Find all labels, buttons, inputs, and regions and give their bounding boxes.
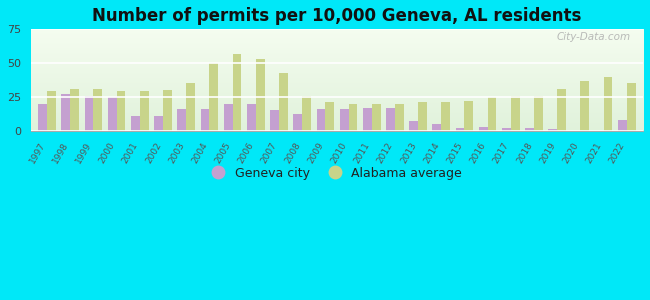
Bar <box>255 59 265 131</box>
Bar <box>116 92 125 131</box>
Bar <box>224 104 233 131</box>
Bar <box>557 89 566 131</box>
Bar <box>534 95 543 131</box>
Bar <box>549 129 557 131</box>
Bar <box>618 120 627 131</box>
Bar <box>47 92 56 131</box>
Bar <box>456 128 465 131</box>
Bar <box>511 95 520 131</box>
Bar <box>488 97 497 131</box>
Bar <box>154 116 163 131</box>
Bar <box>108 97 116 131</box>
Bar <box>363 108 372 131</box>
Bar <box>163 90 172 131</box>
Bar <box>386 108 395 131</box>
Bar <box>279 73 288 131</box>
Bar <box>94 89 102 131</box>
Text: City-Data.com: City-Data.com <box>556 32 630 42</box>
Bar <box>340 109 348 131</box>
Bar <box>604 76 612 131</box>
Bar <box>395 104 404 131</box>
Bar <box>317 109 326 131</box>
Bar <box>418 102 427 131</box>
Bar <box>580 81 590 131</box>
Bar <box>479 127 488 131</box>
Bar <box>38 104 47 131</box>
Bar <box>326 102 334 131</box>
Bar <box>502 128 511 131</box>
Bar <box>525 128 534 131</box>
Bar <box>131 116 140 131</box>
Bar <box>293 115 302 131</box>
Bar <box>270 110 279 131</box>
Bar <box>432 124 441 131</box>
Bar <box>209 63 218 131</box>
Bar <box>247 104 255 131</box>
Bar <box>348 104 358 131</box>
Bar <box>302 95 311 131</box>
Bar <box>70 89 79 131</box>
Bar <box>627 83 636 131</box>
Bar <box>410 121 418 131</box>
Bar <box>61 94 70 131</box>
Bar <box>186 83 195 131</box>
Bar <box>201 109 209 131</box>
Bar <box>177 109 186 131</box>
Bar <box>140 92 149 131</box>
Bar <box>441 102 450 131</box>
Title: Number of permits per 10,000 Geneva, AL residents: Number of permits per 10,000 Geneva, AL … <box>92 7 582 25</box>
Bar <box>465 101 473 131</box>
Bar <box>372 104 380 131</box>
Bar <box>233 54 241 131</box>
Bar <box>84 95 94 131</box>
Legend: Geneva city, Alabama average: Geneva city, Alabama average <box>207 162 467 185</box>
